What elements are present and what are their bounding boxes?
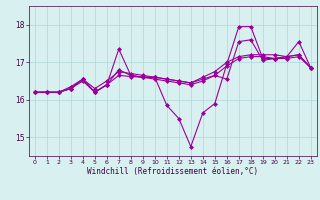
X-axis label: Windchill (Refroidissement éolien,°C): Windchill (Refroidissement éolien,°C) — [87, 167, 258, 176]
